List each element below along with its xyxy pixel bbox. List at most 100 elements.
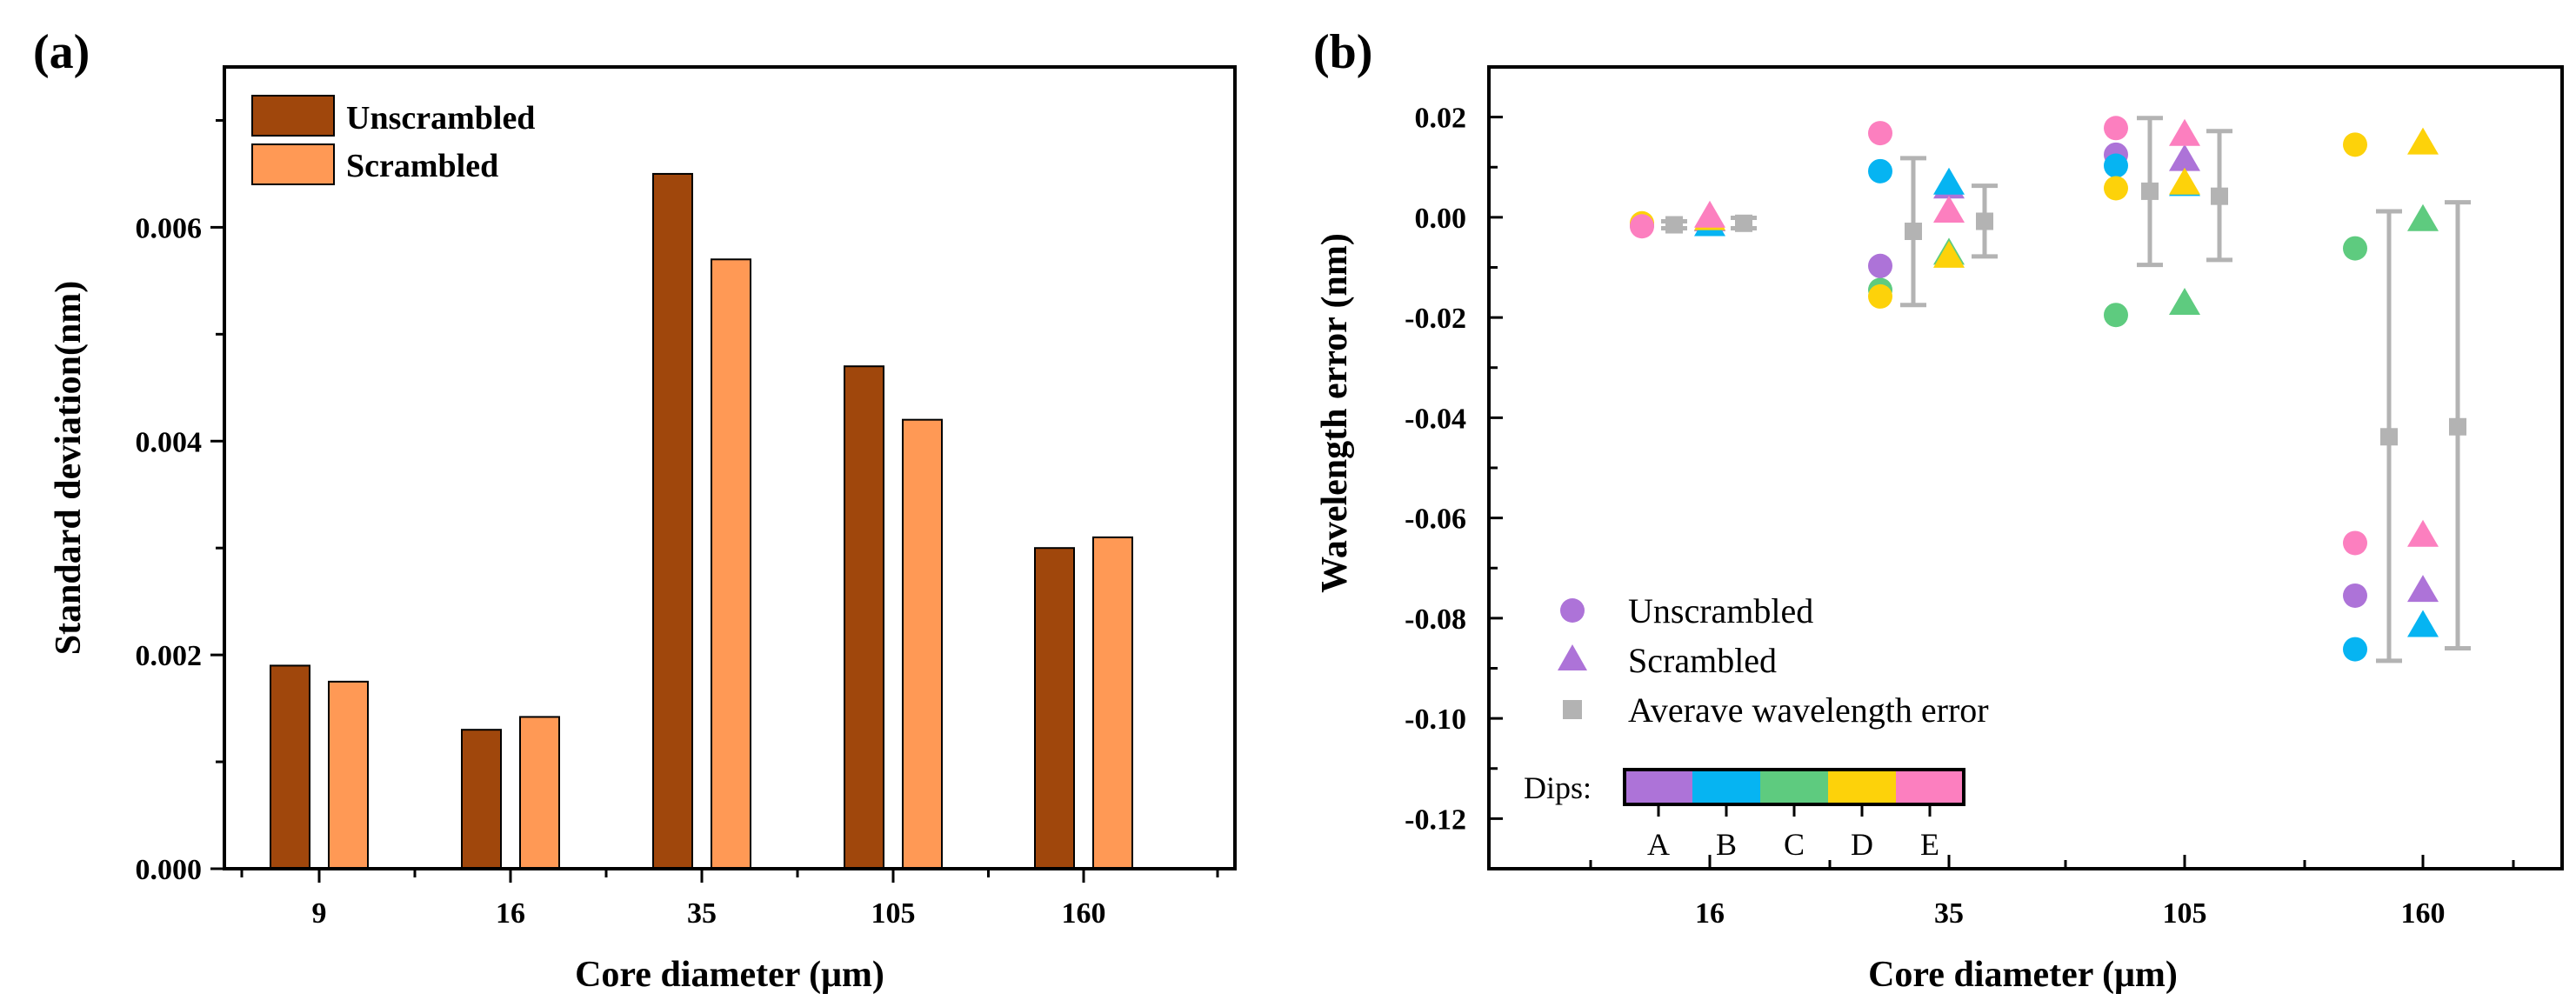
point-unscrambled-dip-E bbox=[1868, 121, 1892, 146]
legend-label-scrambled-b: Scrambled bbox=[1628, 641, 1777, 680]
legend-swatch-unscrambled bbox=[251, 95, 335, 137]
average-marker-unscrambled bbox=[2141, 182, 2159, 200]
y-tick-label-b: 0.02 bbox=[1415, 103, 1467, 135]
point-unscrambled-dip-A bbox=[2343, 583, 2367, 608]
x-tick-label-a-16: 16 bbox=[496, 897, 525, 930]
x-tick-label-a-160: 160 bbox=[1062, 897, 1106, 930]
bar-group bbox=[270, 172, 1133, 870]
point-unscrambled-dip-B bbox=[1868, 158, 1892, 183]
bar-scrambled-16 bbox=[519, 716, 560, 870]
legend-a: Unscrambled Scrambled bbox=[251, 95, 535, 185]
dip-label-E: E bbox=[1920, 827, 1939, 862]
point-unscrambled-dip-E bbox=[2343, 530, 2367, 556]
average-marker-unscrambled bbox=[1905, 223, 1922, 241]
average-marker-scrambled bbox=[1735, 214, 1752, 232]
point-scrambled-dip-E bbox=[2407, 519, 2439, 547]
x-tick-label-b-35: 35 bbox=[1934, 897, 1964, 930]
x-tick-label-b-16: 16 bbox=[1695, 897, 1725, 930]
x-tick-label-a-9: 9 bbox=[312, 897, 327, 930]
legend-label-scrambled: Scrambled bbox=[346, 148, 498, 184]
average-marker-unscrambled bbox=[1665, 216, 1683, 234]
dip-swatch-E bbox=[1896, 770, 1964, 804]
y-tick-label-a: 0.000 bbox=[136, 854, 203, 886]
average-marker-scrambled bbox=[2211, 187, 2228, 205]
y-tick-label-a: 0.006 bbox=[136, 212, 203, 244]
y-axis-title-a: Standard deviation(nm) bbox=[49, 281, 89, 656]
point-scrambled-dip-B bbox=[1933, 167, 1965, 195]
average-marker-scrambled bbox=[1976, 212, 1993, 230]
dip-label-C: C bbox=[1784, 827, 1805, 862]
point-scrambled-dip-D bbox=[2169, 167, 2200, 195]
legend-marker-average bbox=[1563, 700, 1582, 719]
axes-b bbox=[1487, 65, 2564, 870]
point-unscrambled-dip-B bbox=[2104, 153, 2128, 178]
dip-label-B: B bbox=[1716, 827, 1737, 862]
point-scrambled-dip-D bbox=[1933, 240, 1965, 268]
y-tick-label-b: -0.04 bbox=[1405, 403, 1466, 435]
y-tick-label-b: -0.10 bbox=[1405, 704, 1466, 736]
point-scrambled-dip-C bbox=[2169, 287, 2200, 315]
bar-unscrambled-9 bbox=[270, 664, 310, 870]
y-tick-label-a: 0.002 bbox=[136, 640, 203, 672]
x-tick-label-b-160: 160 bbox=[2401, 897, 2446, 930]
plot-frame-b bbox=[1487, 65, 2564, 870]
dips-label: Dips: bbox=[1524, 770, 1592, 805]
point-unscrambled-dip-C bbox=[2343, 236, 2367, 261]
bar-scrambled-105 bbox=[902, 418, 943, 870]
legend-label-average: Averave wavelength error bbox=[1628, 690, 1989, 730]
dip-swatch-B bbox=[1692, 770, 1760, 804]
dip-label-A: A bbox=[1647, 827, 1670, 862]
point-unscrambled-dip-E bbox=[2104, 116, 2128, 141]
dip-key-frame bbox=[1623, 768, 1965, 806]
ticks-b: -0.12 -0.10 -0.08 -0.06 -0.04 -0.02 0.00 0.02 16… bbox=[1405, 103, 2515, 930]
legend-b: Unscrambled Scrambled Averave wavelength… bbox=[1558, 591, 1989, 730]
y-axis-title-b: Wavelength error (nm) bbox=[1315, 233, 1355, 593]
dip-label-D: D bbox=[1851, 827, 1873, 862]
legend-label-unscrambled-b: Unscrambled bbox=[1628, 591, 1813, 630]
bar-unscrambled-16 bbox=[461, 729, 502, 870]
x-tick-label-a-105: 105 bbox=[871, 897, 916, 930]
panel-label-b: (b) bbox=[1313, 25, 1372, 79]
point-scrambled-dip-C bbox=[2407, 203, 2439, 231]
axes-a bbox=[223, 65, 1237, 870]
bar-scrambled-35 bbox=[711, 258, 751, 870]
point-scrambled-dip-E bbox=[1694, 200, 1725, 228]
point-unscrambled-dip-B bbox=[2343, 637, 2367, 662]
point-unscrambled-dip-A bbox=[1868, 253, 1892, 278]
dips-color-key: Dips: A B C D E bbox=[1524, 768, 1965, 862]
dip-swatch-A bbox=[1625, 770, 1692, 804]
ticks-a: 9 16 35 105 160 0.000 0.002 0.004 0.006 bbox=[136, 118, 1219, 930]
y-tick-label-b: 0.00 bbox=[1415, 203, 1467, 235]
legend-marker-scrambled bbox=[1558, 644, 1587, 670]
dip-swatch-C bbox=[1760, 770, 1828, 804]
y-tick-label-b: -0.12 bbox=[1405, 804, 1466, 836]
dip-swatch-D bbox=[1828, 770, 1896, 804]
y-tick-label-b: -0.02 bbox=[1405, 303, 1466, 335]
point-unscrambled-dip-D bbox=[1868, 283, 1892, 309]
legend-swatch-scrambled bbox=[251, 143, 335, 185]
bar-unscrambled-160 bbox=[1034, 547, 1075, 870]
point-unscrambled-dip-C bbox=[2104, 303, 2128, 328]
scatter-points bbox=[1630, 116, 2439, 662]
plot-frame-a bbox=[223, 65, 1237, 870]
point-unscrambled-dip-D bbox=[2104, 176, 2128, 201]
bar-scrambled-9 bbox=[328, 680, 369, 870]
bar-unscrambled-105 bbox=[844, 365, 884, 870]
x-tick-label-b-105: 105 bbox=[2163, 897, 2207, 930]
legend-label-unscrambled: Unscrambled bbox=[346, 100, 535, 137]
average-marker-scrambled bbox=[2449, 417, 2466, 436]
point-scrambled-dip-B bbox=[2407, 610, 2439, 637]
y-tick-label-a: 0.004 bbox=[136, 426, 203, 458]
average-errorbars bbox=[1661, 116, 2471, 664]
point-scrambled-dip-A bbox=[2169, 143, 2200, 171]
x-tick-label-a-35: 35 bbox=[687, 897, 717, 930]
x-axis-title-b: Core diameter (μm) bbox=[1868, 955, 2178, 995]
point-unscrambled-dip-E bbox=[1630, 214, 1654, 239]
point-scrambled-dip-A bbox=[2407, 575, 2439, 603]
point-scrambled-dip-D bbox=[2407, 127, 2439, 155]
bar-scrambled-160 bbox=[1092, 536, 1133, 870]
point-scrambled-dip-E bbox=[1933, 195, 1965, 223]
y-tick-label-b: -0.06 bbox=[1405, 504, 1466, 536]
point-unscrambled-dip-D bbox=[2343, 132, 2367, 157]
